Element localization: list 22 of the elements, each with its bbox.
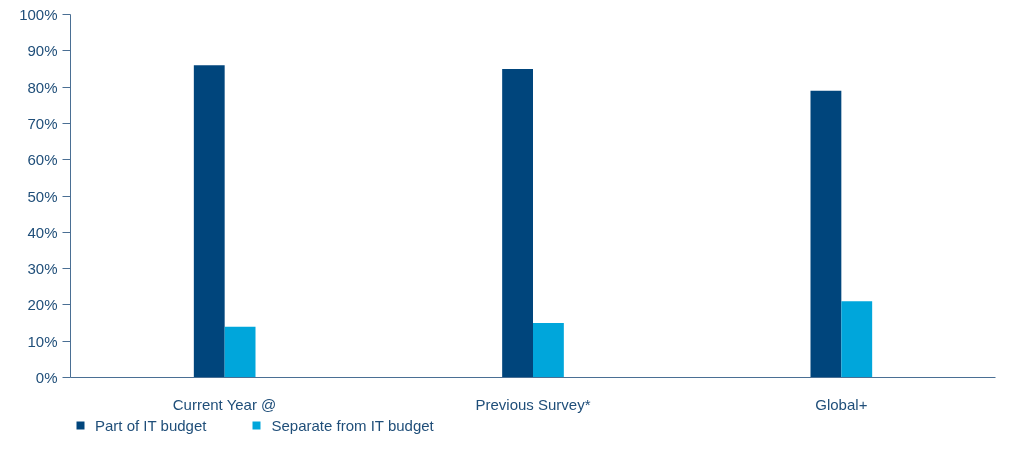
y-tick-label: 100% [19,6,58,23]
legend-label: Separate from IT budget [271,416,434,434]
y-tick-label: 30% [27,260,58,278]
legend-label: Part of IT budget [95,416,207,434]
y-tick-label: 60% [27,151,58,169]
y-tick-label: 80% [27,78,58,96]
x-tick-label: Previous Survey* [475,395,591,413]
bar [841,301,873,378]
y-tick-label: 20% [27,296,58,314]
y-tick-label: 10% [27,332,58,350]
bar [224,326,256,378]
y-tick-label: 0% [35,369,58,386]
x-tick-label: Current Year @ [172,395,277,413]
bar [533,323,564,378]
y-tick-label: 90% [27,42,58,60]
bar [502,68,533,378]
y-tick-label: 40% [27,223,58,241]
y-tick-label: 50% [27,187,58,205]
bar [810,90,842,378]
y-tick-label: 70% [27,114,58,132]
x-tick-label: Global+ [815,395,868,413]
bar [193,65,225,378]
